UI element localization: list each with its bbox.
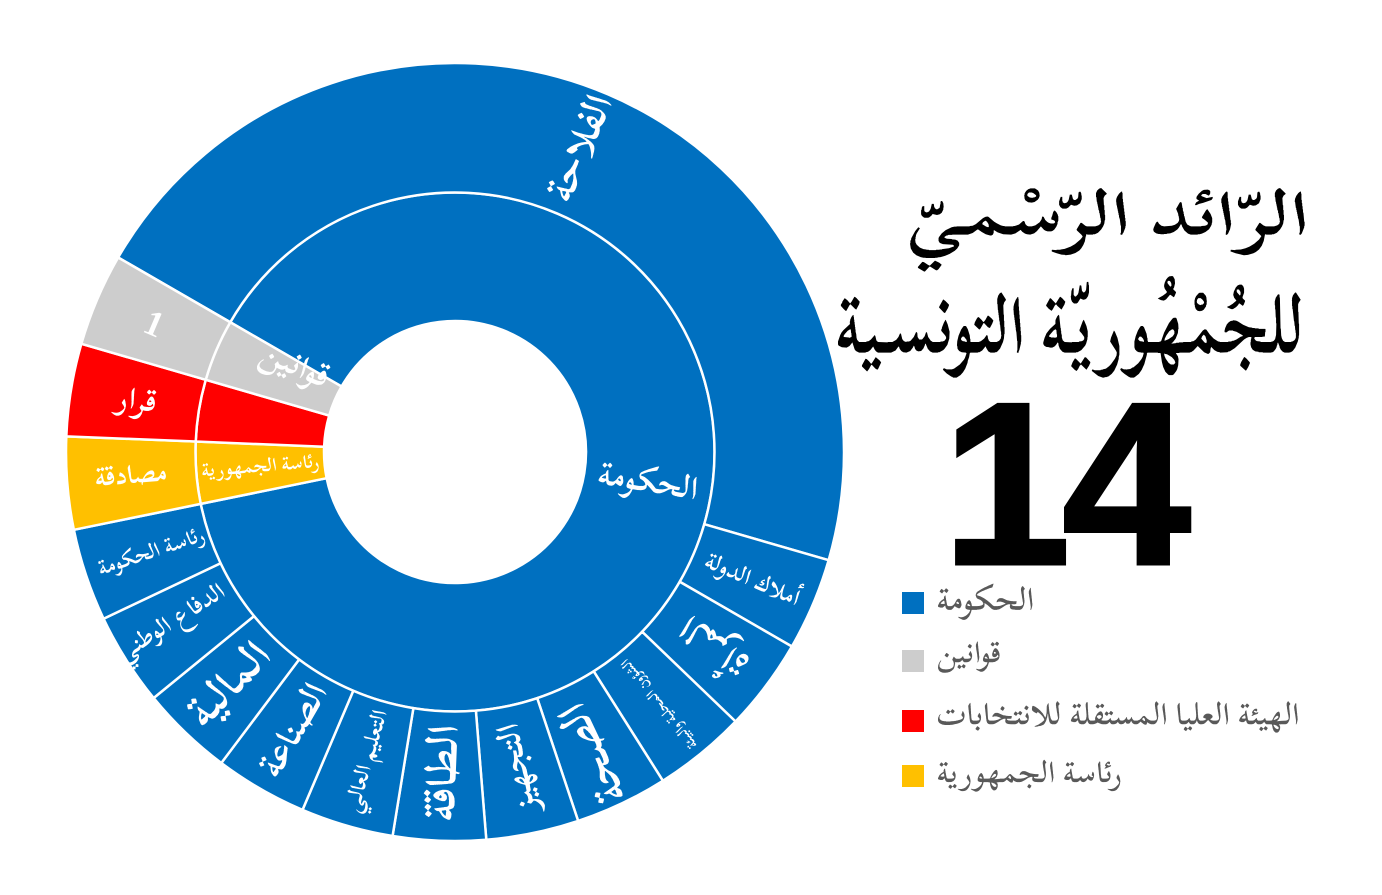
svg-text:14: 14	[942, 355, 1190, 614]
